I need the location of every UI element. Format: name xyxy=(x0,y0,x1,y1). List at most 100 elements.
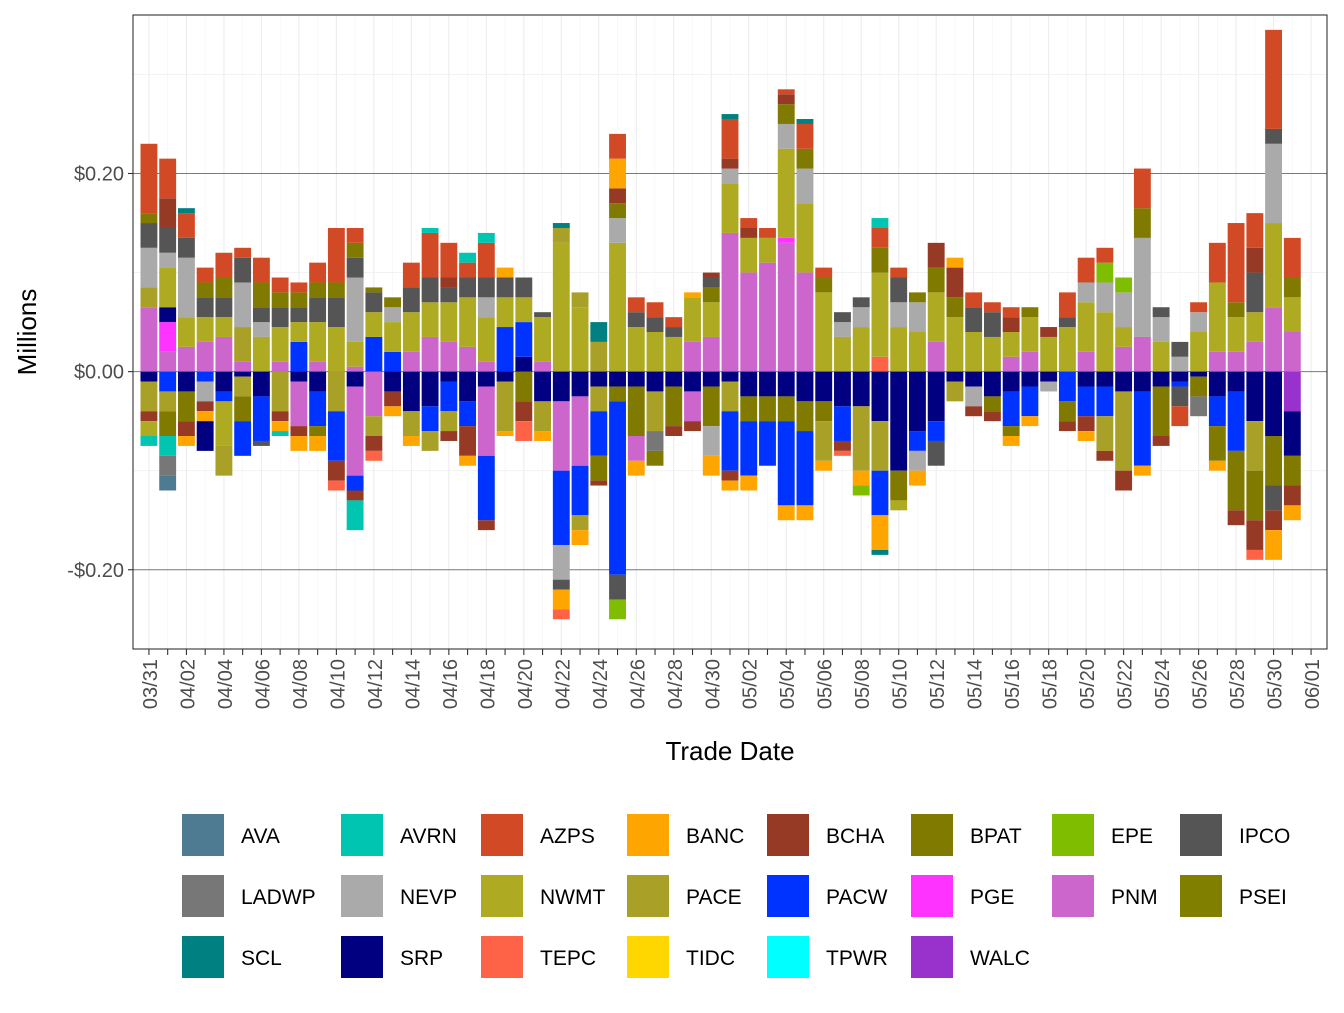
bar-segment-banc xyxy=(909,470,926,486)
bar-segment-avrn xyxy=(421,227,439,233)
bar-segment-pacw xyxy=(1227,391,1245,451)
bar-segment-azps xyxy=(815,267,833,278)
bar-segment-banc xyxy=(496,431,514,437)
x-tick-label: 05/22 xyxy=(1115,659,1137,709)
bar-segment-srp xyxy=(421,371,439,407)
bar-segment-pacw xyxy=(1133,391,1151,466)
bar-segment-nwmt xyxy=(815,292,833,372)
bar-segment-bcha xyxy=(327,460,345,481)
bar-stack-05-05 xyxy=(796,119,814,521)
bar-segment-banc xyxy=(1265,530,1283,560)
bar-segment-ipco xyxy=(346,257,364,278)
bar-segment-ipco xyxy=(234,257,252,283)
bar-segment-bpat xyxy=(1227,302,1245,318)
bar-segment-bcha xyxy=(440,277,458,288)
bar-segment-pnm xyxy=(309,361,327,372)
bar-segment-ipco xyxy=(459,277,477,298)
bar-segment-srp xyxy=(815,371,833,402)
bar-segment-bpat xyxy=(215,277,233,298)
legend-label: AVRN xyxy=(400,825,457,848)
bar-segment-bpat xyxy=(1058,401,1076,422)
bar-segment-bcha xyxy=(721,158,739,169)
bar-stack-05-22 xyxy=(1115,277,1133,491)
bar-segment-nwmt xyxy=(740,237,758,273)
x-tick-label: 05/08 xyxy=(852,659,874,709)
bar-segment-pnm xyxy=(927,341,945,372)
bar-segment-srp xyxy=(665,371,683,387)
bar-segment-srp xyxy=(196,421,214,451)
bar-segment-banc xyxy=(1002,436,1020,446)
bar-segment-srp xyxy=(834,371,851,407)
legend-swatch xyxy=(1180,814,1222,856)
bar-segment-azps xyxy=(459,262,477,278)
bar-segment-pace xyxy=(421,431,439,451)
bar-segment-nwmt xyxy=(1115,327,1133,347)
bar-segment-bpat xyxy=(909,292,926,303)
bar-segment-nevp xyxy=(346,277,364,342)
bar-segment-nevp xyxy=(384,307,402,323)
x-tick-label: 04/10 xyxy=(327,659,349,709)
bar-stack-04-09 xyxy=(309,262,327,451)
bar-segment-pnm xyxy=(177,346,195,372)
bar-segment-nevp xyxy=(965,386,983,407)
bar-segment-azps xyxy=(721,119,739,159)
legend-label: WALC xyxy=(970,947,1030,970)
bar-segment-bcha xyxy=(440,431,458,441)
bar-segment-bcha xyxy=(721,470,739,481)
x-tick-label: 05/20 xyxy=(1077,659,1099,709)
legend: AVA AVRN AZPS BANC BCHA BPAT EPE IPCO LADWP NEVP N… xyxy=(182,814,1290,978)
legend-label: PACW xyxy=(826,886,888,909)
bar-segment-pnm xyxy=(552,401,570,471)
legend-swatch xyxy=(911,814,953,856)
bar-segment-azps xyxy=(196,267,214,283)
bar-segment-srp xyxy=(909,371,926,432)
bar-segment-bpat xyxy=(271,292,289,308)
bar-segment-ipco xyxy=(365,292,383,313)
bar-segment-bpat xyxy=(1021,307,1039,318)
bar-stack-04-11 xyxy=(346,227,364,531)
bar-segment-nwmt xyxy=(983,336,1001,372)
legend-label: EPE xyxy=(1111,825,1153,848)
bar-segment-pnm xyxy=(234,361,252,372)
bar-segment-azps xyxy=(609,133,626,159)
bar-stack-05-29 xyxy=(1246,213,1264,560)
bar-segment-nevp xyxy=(177,257,195,318)
bar-segment-bpat xyxy=(777,396,795,422)
bar-segment-ipco xyxy=(1171,341,1189,357)
legend-item-walc: WALC xyxy=(911,936,1030,978)
bar-segment-srp xyxy=(609,371,626,387)
legend-item-srp: SRP xyxy=(341,936,443,978)
bar-segment-pace xyxy=(946,381,964,402)
bar-segment-nevp xyxy=(702,426,720,456)
bar-segment-banc xyxy=(946,257,964,268)
bar-segment-pacw xyxy=(721,411,739,471)
bar-segment-pnm xyxy=(1002,356,1020,372)
bar-segment-azps xyxy=(890,267,908,278)
bar-segment-srp xyxy=(159,307,177,323)
bar-segment-srp xyxy=(402,371,420,412)
bar-segment-pace xyxy=(815,421,833,461)
bar-segment-bpat xyxy=(890,470,908,501)
bar-segment-nwmt xyxy=(1152,341,1170,372)
bar-stack-05-01 xyxy=(721,114,739,491)
bar-segment-bpat xyxy=(1265,436,1283,486)
bar-stack-05-30 xyxy=(1265,29,1283,560)
bar-segment-banc xyxy=(290,436,308,451)
legend-swatch xyxy=(767,936,809,978)
y-tick-label: $0.20 xyxy=(74,164,124,186)
bar-segment-azps xyxy=(215,252,233,278)
bar-segment-bcha xyxy=(946,267,964,298)
x-tick-label: 06/01 xyxy=(1302,659,1324,709)
bar-segment-avrn xyxy=(871,218,889,228)
bar-segment-ipco xyxy=(1265,128,1283,144)
bar-segment-ipco xyxy=(834,312,851,323)
bar-segment-bpat xyxy=(1190,376,1208,397)
bar-segment-pace xyxy=(590,341,608,372)
legend-item-bpat: BPAT xyxy=(911,814,1022,856)
bar-segment-pnm xyxy=(346,386,364,476)
bar-stack-05-31 xyxy=(1283,237,1301,521)
bar-segment-nwmt xyxy=(777,148,795,238)
bar-segment-azps xyxy=(290,282,308,293)
legend-item-ipco: IPCO xyxy=(1180,814,1290,856)
bar-segment-azps xyxy=(159,158,177,199)
